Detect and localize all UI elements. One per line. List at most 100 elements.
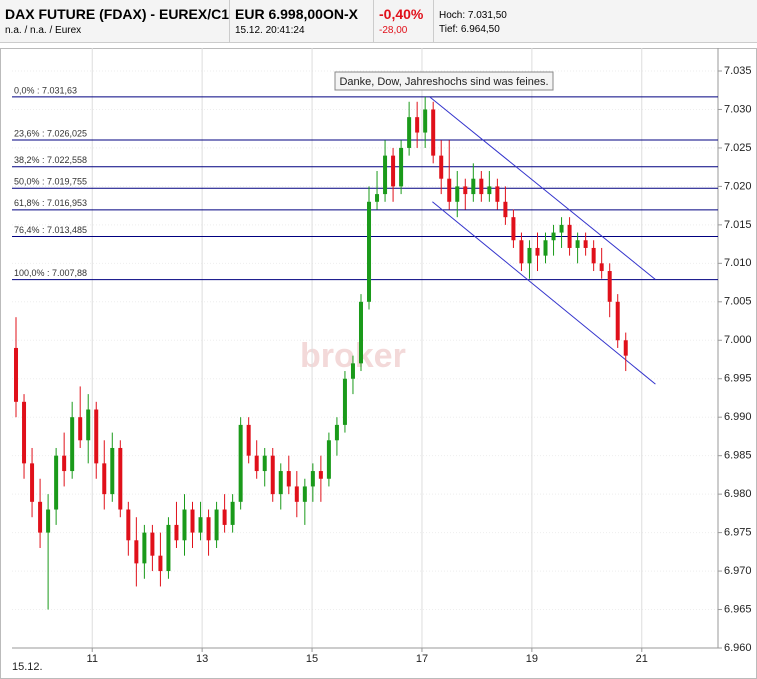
y-tick-label: 6.975: [724, 527, 752, 539]
x-tick-label: 15: [306, 653, 318, 665]
candle-body: [38, 501, 43, 533]
candle-body: [110, 447, 115, 495]
y-tick-label: 6.970: [724, 565, 752, 577]
candle-body: [623, 340, 628, 356]
candle-body: [102, 463, 107, 495]
y-tick-label: 6.985: [724, 450, 752, 462]
x-tick-label: 17: [416, 653, 428, 665]
candle-body: [22, 401, 27, 464]
candle-body: [583, 240, 588, 248]
candle-body: [455, 186, 460, 202]
candle-body: [511, 217, 516, 241]
candle-body: [383, 155, 388, 195]
range-cell: Hoch: 7.031,50 Tief: 6.964,50: [434, 0, 757, 42]
fib-label: 0,0% : 7.031,63: [14, 85, 77, 95]
candle-body: [262, 455, 267, 472]
candle-body: [607, 271, 612, 302]
candle-body: [399, 147, 404, 187]
candle-body: [463, 186, 468, 195]
candle-body: [86, 409, 91, 441]
fib-label: 50,0% : 7.019,755: [14, 177, 87, 187]
day-low: Tief: 6.964,50: [439, 24, 500, 35]
y-tick-label: 6.990: [724, 411, 752, 423]
y-tick-label: 6.995: [724, 373, 752, 385]
candle-body: [294, 486, 299, 502]
candle-body: [367, 201, 372, 302]
candle-body: [479, 178, 484, 195]
candle-body: [94, 409, 99, 464]
candle-body: [599, 263, 604, 272]
trend-line: [432, 201, 656, 385]
y-tick-label: 7.020: [724, 180, 752, 192]
fib-label: 100,0% : 7.007,88: [14, 268, 87, 278]
y-tick-label: 7.000: [724, 334, 752, 346]
candle-body: [318, 471, 323, 479]
candle-body: [310, 471, 315, 487]
candle-body: [495, 186, 500, 202]
timestamp: 15.12. 20:41:24: [235, 25, 305, 36]
candle-body: [182, 509, 187, 541]
candle-body: [543, 240, 548, 256]
candle-body: [254, 455, 259, 472]
candle-body: [615, 301, 620, 341]
candle-body: [503, 201, 508, 218]
quote-header: DAX FUTURE (FDAX) - EUREX/C1 n.a. / n.a.…: [0, 0, 757, 43]
candle-body: [166, 524, 171, 572]
y-tick-label: 6.980: [724, 488, 752, 500]
candle-body: [439, 155, 444, 179]
instrument-cell: DAX FUTURE (FDAX) - EUREX/C1 n.a. / n.a.…: [0, 0, 230, 42]
trend-line: [429, 96, 656, 280]
candle-body: [190, 509, 195, 533]
instrument-sub: n.a. / n.a. / Eurex: [5, 25, 82, 36]
fib-label: 38,2% : 7.022,558: [14, 155, 87, 165]
annotation-box: [334, 71, 554, 91]
candle-body: [407, 117, 412, 148]
candle-body: [286, 471, 291, 487]
candle-body: [126, 509, 131, 541]
price: EUR 6.998,00ON-X: [235, 6, 358, 22]
candle-body: [62, 455, 67, 472]
candle-body: [142, 532, 147, 564]
candle-body: [118, 447, 123, 510]
instrument-name: DAX FUTURE (FDAX) - EUREX/C1: [5, 6, 230, 22]
candle-body: [487, 186, 492, 195]
candle-body: [270, 455, 275, 495]
candle-body: [535, 247, 540, 256]
y-tick-label: 7.015: [724, 219, 752, 231]
candle-body: [214, 509, 219, 541]
candle-body: [246, 424, 251, 456]
candle-body: [342, 378, 347, 425]
candle-body: [567, 224, 572, 248]
candle-body: [334, 424, 339, 441]
x-tick-label: 13: [196, 653, 208, 665]
y-tick-label: 7.005: [724, 296, 752, 308]
candle-body: [519, 240, 524, 264]
candle-body: [302, 486, 307, 502]
candle-body: [230, 501, 235, 525]
candle-body: [527, 247, 532, 264]
candle-body: [375, 194, 380, 202]
change-pct: -0,40%: [379, 6, 424, 22]
y-tick-label: 7.030: [724, 103, 752, 115]
candle-body: [54, 455, 59, 510]
fib-label: 23,6% : 7.026,025: [14, 128, 87, 138]
x-tick-label: 21: [636, 653, 648, 665]
candle-body: [70, 417, 75, 472]
candle-body: [158, 555, 163, 572]
y-tick-label: 7.035: [724, 65, 752, 77]
x-tick-label: 19: [526, 653, 538, 665]
candle-body: [415, 117, 420, 133]
fib-label: 76,4% : 7.013,485: [14, 225, 87, 235]
y-tick-label: 7.010: [724, 257, 752, 269]
change-cell: -0,40% -28,00: [374, 0, 434, 42]
candle-body: [575, 240, 580, 248]
candle-body: [350, 363, 355, 379]
candle-body: [391, 155, 396, 187]
annotation: Danke, Dow, Jahreshochs sind was feines.: [339, 76, 548, 88]
candle-body: [206, 517, 211, 541]
candle-body: [150, 532, 155, 556]
chart: broker 15.12. Danke, Dow, Jahreshochs si…: [0, 48, 757, 679]
candle-body: [423, 109, 428, 133]
change-abs: -28,00: [379, 25, 408, 36]
